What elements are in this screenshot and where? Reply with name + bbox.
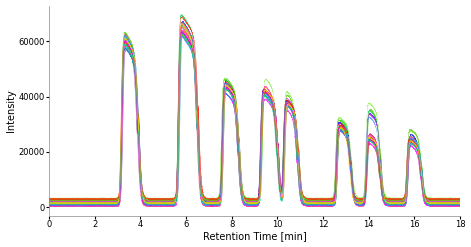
Y-axis label: Intensity: Intensity: [6, 89, 16, 132]
X-axis label: Retention Time [min]: Retention Time [min]: [203, 231, 306, 242]
